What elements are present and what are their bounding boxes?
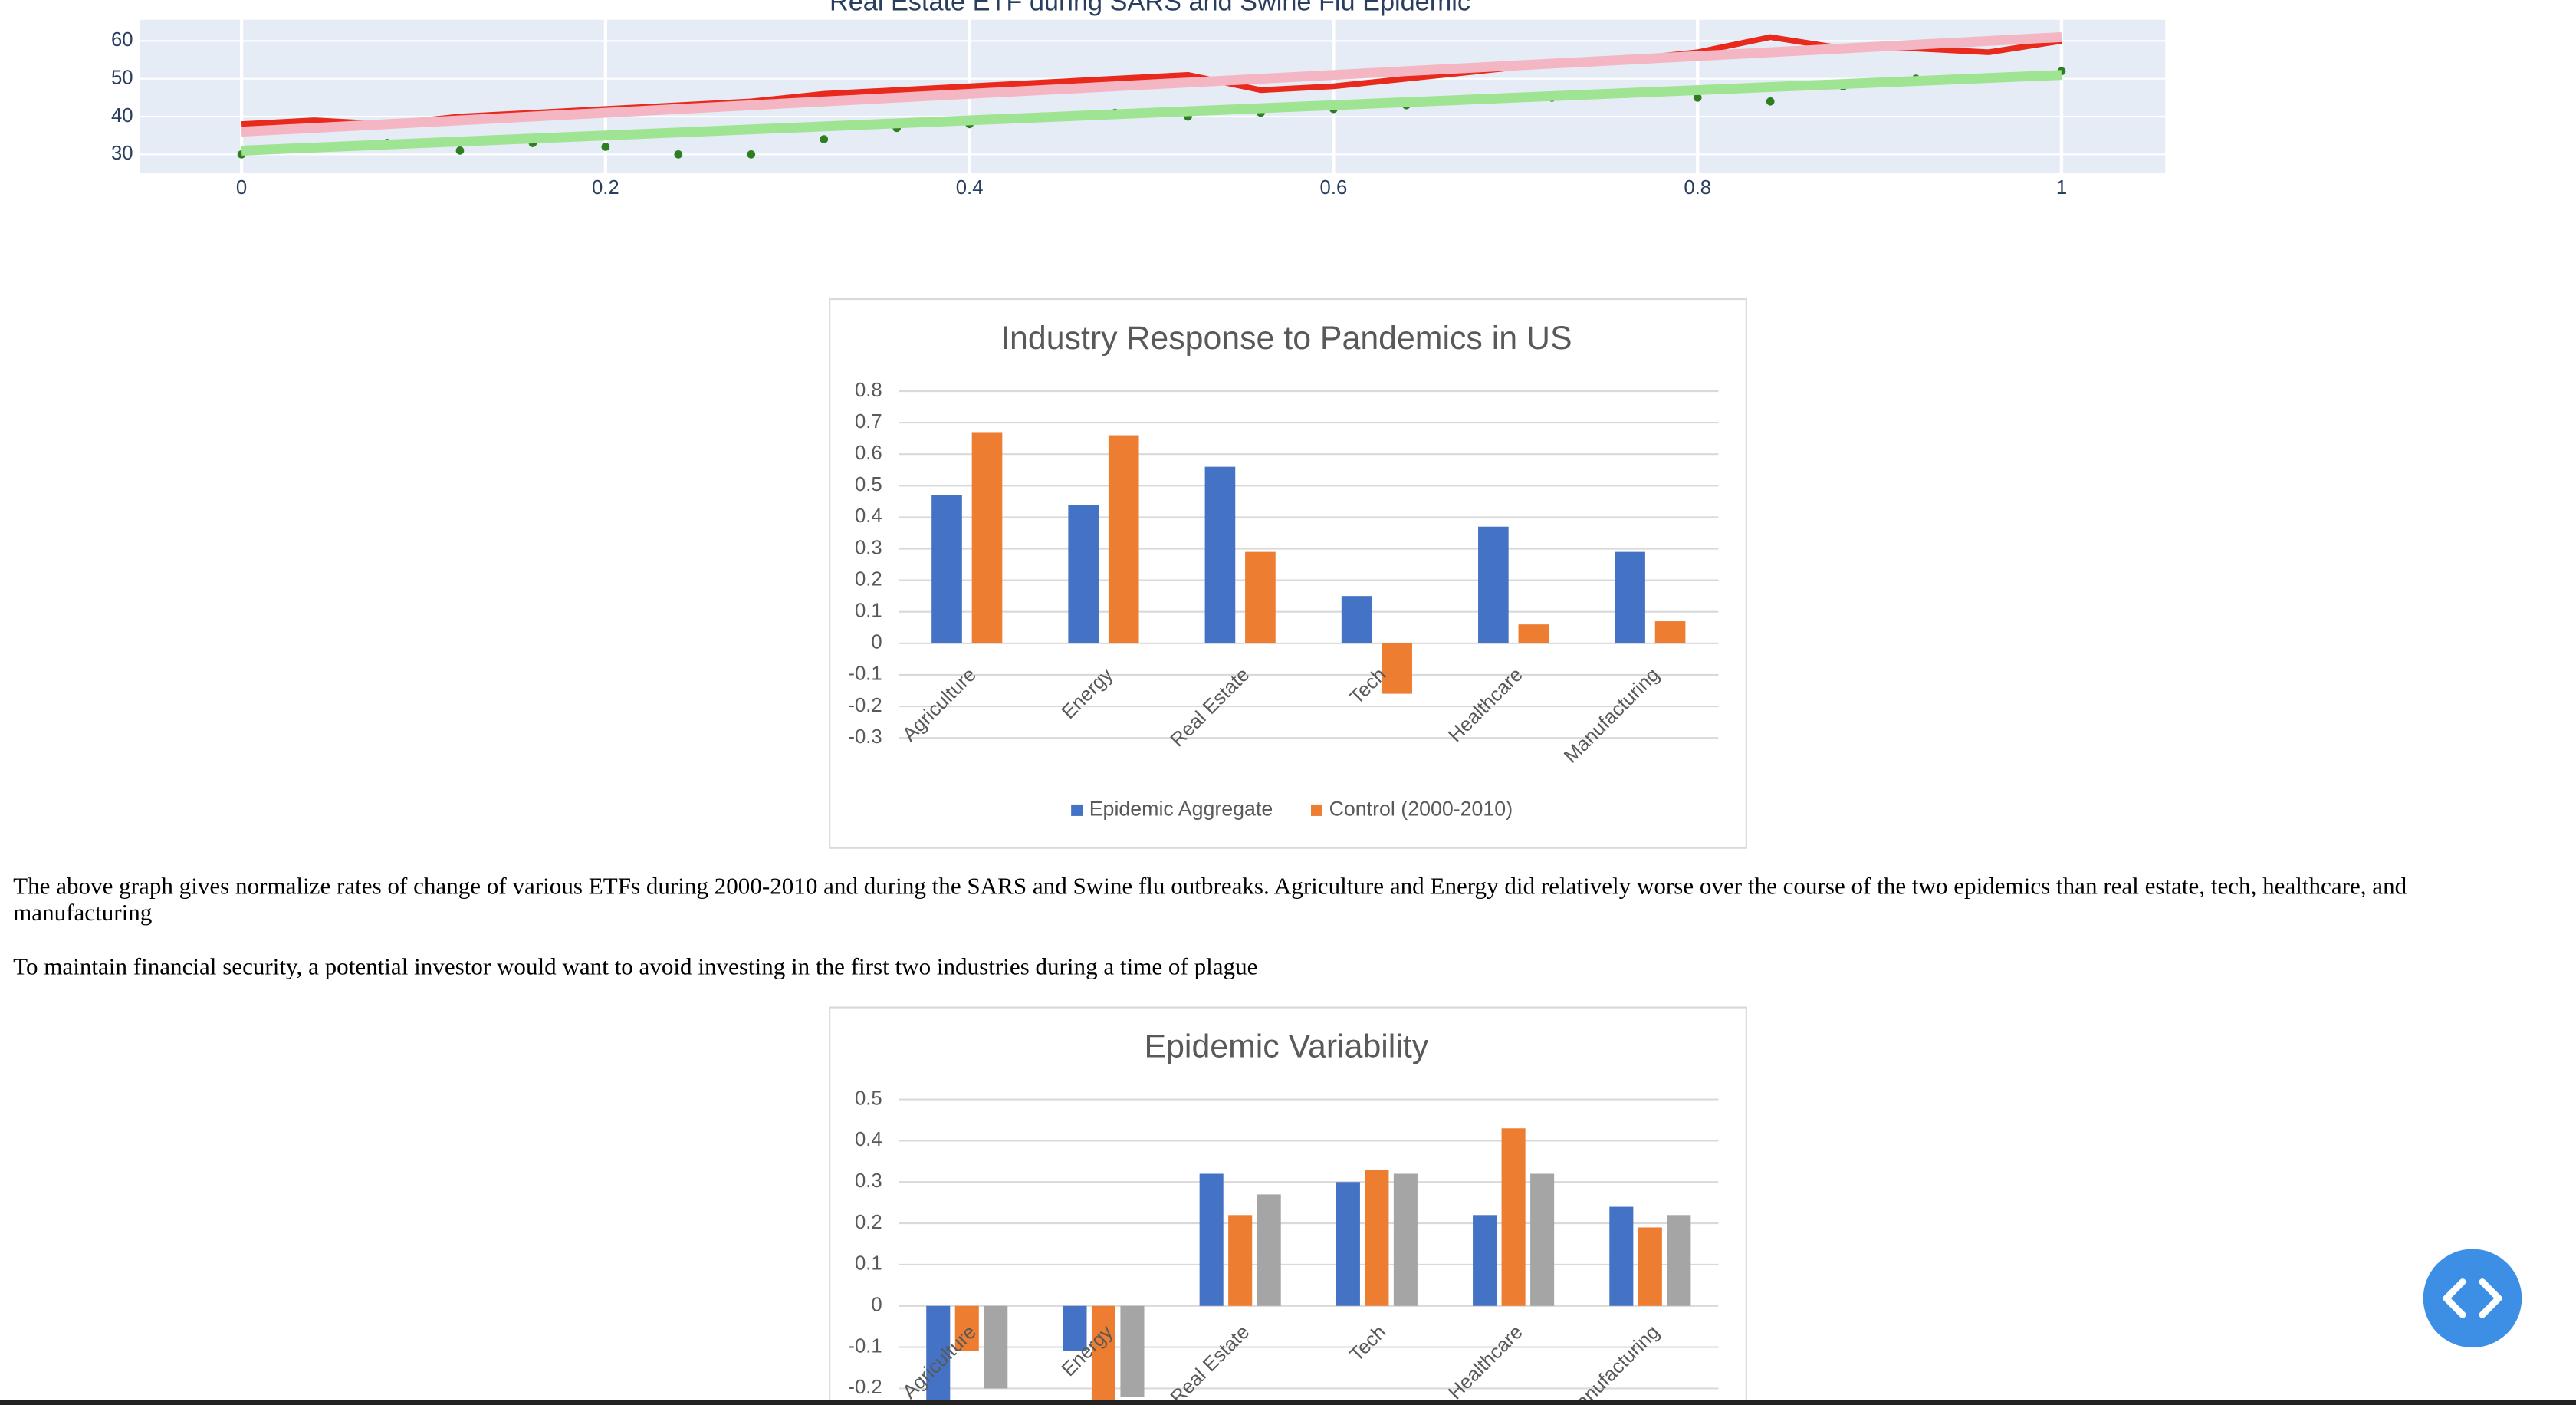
bar bbox=[1204, 466, 1236, 643]
x-tick-label: 0.6 bbox=[1320, 177, 1348, 199]
legend-label: Epidemic Aggregate bbox=[1089, 798, 1273, 821]
chart-title: Real Estate ETF during SARS and Swine Fl… bbox=[830, 0, 1470, 16]
bar bbox=[1501, 1128, 1526, 1306]
legend-label: Control (2000-2010) bbox=[1329, 798, 1513, 821]
divider bbox=[0, 1400, 2576, 1405]
y-tick-label: 0 bbox=[871, 1295, 882, 1316]
bar bbox=[1530, 1173, 1555, 1306]
y-tick-label: 0.4 bbox=[855, 505, 882, 527]
data-point bbox=[820, 135, 829, 143]
bar bbox=[1245, 551, 1276, 643]
bar bbox=[1365, 1170, 1389, 1306]
bar bbox=[1068, 504, 1099, 643]
y-tick-label: -0.3 bbox=[848, 726, 882, 748]
bar bbox=[1341, 596, 1372, 643]
y-tick-label: 40 bbox=[111, 105, 133, 127]
y-tick-label: 0.1 bbox=[855, 1253, 882, 1275]
bar bbox=[1063, 1305, 1087, 1351]
y-tick-label: 0.8 bbox=[855, 380, 882, 401]
y-tick-label: 0.6 bbox=[855, 443, 882, 464]
y-tick-label: 0.3 bbox=[855, 1170, 882, 1192]
bar bbox=[1199, 1173, 1224, 1306]
data-point bbox=[455, 146, 465, 155]
x-tick-label: 0.8 bbox=[1684, 177, 1711, 199]
bar bbox=[984, 1305, 1008, 1389]
chart-title: Epidemic Variability bbox=[1145, 1028, 1429, 1064]
code-icon bbox=[2443, 1278, 2502, 1318]
y-tick-label: 0.4 bbox=[855, 1129, 882, 1150]
trend-line bbox=[241, 70, 2062, 156]
bar bbox=[1518, 624, 1549, 643]
bar bbox=[1120, 1305, 1145, 1397]
y-tick-label: 0.2 bbox=[855, 568, 882, 590]
y-tick-label: 0 bbox=[871, 632, 882, 653]
y-tick-label: -0.2 bbox=[848, 695, 882, 716]
bar bbox=[1473, 1215, 1497, 1306]
bar bbox=[1667, 1215, 1691, 1306]
bar bbox=[1393, 1173, 1418, 1306]
y-tick-label: 0.7 bbox=[855, 411, 882, 433]
y-tick-label: 0.2 bbox=[855, 1212, 882, 1233]
y-tick-label: 0.3 bbox=[855, 537, 882, 558]
bar bbox=[1654, 621, 1686, 643]
bar bbox=[1108, 435, 1139, 643]
x-tick-label: 1 bbox=[2056, 177, 2067, 199]
bar bbox=[1609, 1206, 1634, 1306]
data-point bbox=[1766, 97, 1775, 106]
x-tick-label: 0 bbox=[236, 177, 247, 199]
data-point bbox=[747, 150, 756, 159]
bar bbox=[1478, 526, 1509, 643]
bar bbox=[1336, 1182, 1360, 1306]
y-tick-label: 0.5 bbox=[855, 474, 882, 495]
data-point bbox=[1693, 93, 1702, 102]
bar bbox=[932, 495, 962, 643]
bar bbox=[926, 1305, 951, 1405]
trend-line bbox=[241, 31, 2062, 137]
bar bbox=[1615, 551, 1645, 643]
bar bbox=[955, 1305, 979, 1351]
y-tick-label: -0.2 bbox=[848, 1377, 882, 1398]
y-tick-label: 60 bbox=[111, 29, 133, 51]
x-tick-label: 0.2 bbox=[592, 177, 619, 199]
chart-frame bbox=[829, 1006, 1747, 1405]
paragraph: To maintain financial security, a potent… bbox=[13, 955, 1258, 982]
chart-frame bbox=[829, 298, 1747, 849]
bar bbox=[1382, 643, 1412, 694]
y-tick-label: 0.5 bbox=[855, 1087, 882, 1109]
bar bbox=[1228, 1215, 1253, 1306]
legend-swatch bbox=[1311, 804, 1322, 816]
y-tick-label: 0.1 bbox=[855, 600, 882, 622]
bar bbox=[1638, 1227, 1662, 1306]
paragraph: The above graph gives normalize rates of… bbox=[13, 874, 2407, 927]
y-tick-label: 30 bbox=[111, 143, 133, 164]
chart-title: Industry Response to Pandemics in US bbox=[1001, 320, 1572, 357]
bar bbox=[1091, 1305, 1116, 1405]
data-point bbox=[674, 150, 683, 159]
code-toggle-button[interactable] bbox=[2423, 1249, 2522, 1348]
x-tick-label: 0.4 bbox=[956, 177, 984, 199]
y-tick-label: 50 bbox=[111, 67, 133, 88]
bar bbox=[1257, 1194, 1281, 1306]
data-point bbox=[601, 143, 610, 151]
legend-swatch bbox=[1071, 804, 1083, 816]
y-tick-label: -0.1 bbox=[848, 1335, 882, 1357]
bar bbox=[971, 432, 1003, 643]
y-tick-label: -0.1 bbox=[848, 663, 882, 685]
